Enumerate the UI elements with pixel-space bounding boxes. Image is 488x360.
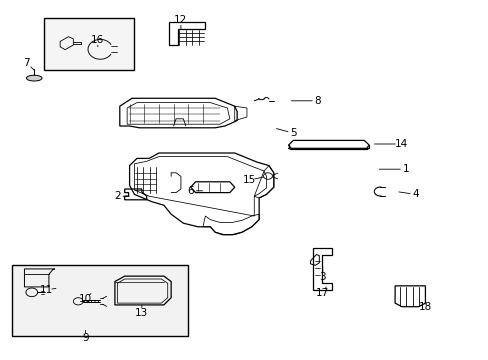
Text: 8: 8	[314, 96, 321, 106]
Text: 16: 16	[91, 35, 104, 45]
Bar	[12, 265, 188, 336]
Bar	[44, 18, 134, 70]
Text: 12: 12	[174, 15, 187, 25]
Text: 10: 10	[79, 294, 92, 304]
Text: 4: 4	[411, 189, 418, 199]
Text: 18: 18	[418, 302, 431, 312]
Text: 13: 13	[135, 308, 148, 318]
Text: 11: 11	[40, 285, 53, 295]
Text: 3: 3	[319, 272, 325, 282]
Text: 9: 9	[82, 333, 89, 343]
Text: 15: 15	[242, 175, 256, 185]
Text: 7: 7	[23, 58, 30, 68]
Text: 6: 6	[187, 186, 194, 196]
Ellipse shape	[26, 75, 42, 81]
Text: 17: 17	[315, 288, 329, 298]
Text: 1: 1	[402, 164, 408, 174]
Text: 5: 5	[289, 128, 296, 138]
Text: 2: 2	[114, 191, 121, 201]
Text: 14: 14	[393, 139, 407, 149]
